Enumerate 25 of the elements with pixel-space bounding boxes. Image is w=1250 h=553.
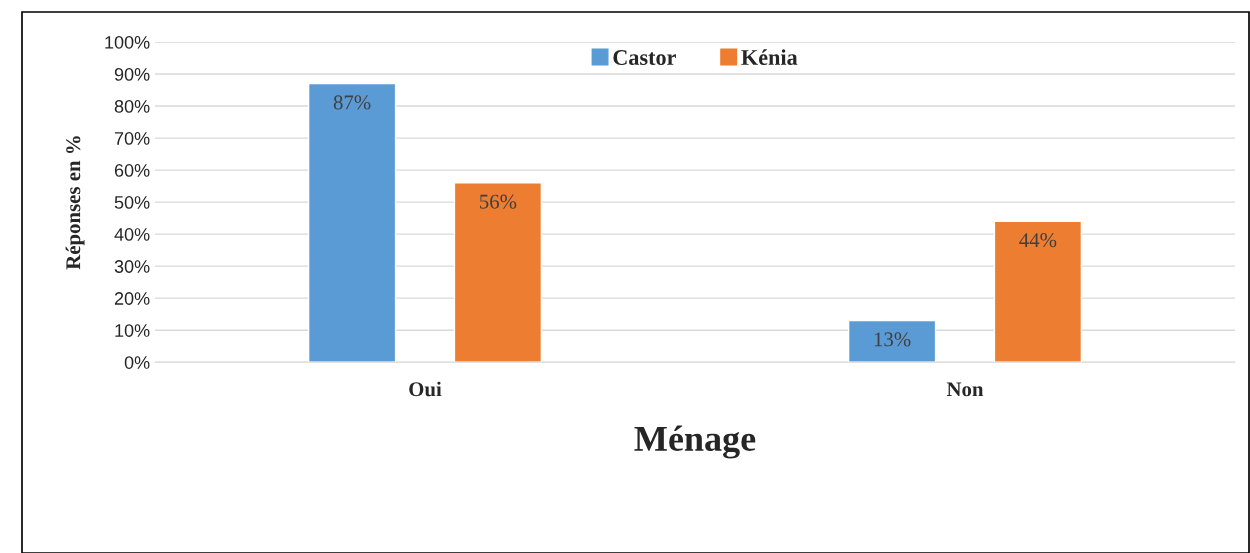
x-axis-title: Ménage: [634, 425, 756, 459]
data-label: 13%: [874, 332, 911, 347]
y-tick-label: 70%: [114, 132, 150, 145]
data-label: 56%: [480, 194, 517, 209]
bar: [453, 182, 543, 363]
bar: [993, 220, 1083, 363]
bar: [847, 319, 937, 363]
y-tick-label: 100%: [105, 35, 150, 49]
data-label: 87%: [333, 95, 371, 110]
data-label: 44%: [1019, 233, 1057, 248]
y-tick-label: 50%: [114, 196, 150, 209]
y-tick-label: 20%: [114, 292, 150, 305]
y-tick-label: 90%: [114, 67, 150, 81]
y-tick-label: 0%: [124, 356, 150, 369]
y-tick-label: 10%: [115, 324, 150, 337]
legend-label: Castor: [613, 50, 676, 65]
y-tick-label: 30%: [114, 260, 150, 273]
x-tick-label: Oui: [409, 381, 442, 397]
x-tick-label: Non: [946, 382, 984, 397]
y-axis-title: Réponses en %: [65, 136, 85, 270]
y-tick-label: 60%: [114, 164, 150, 177]
y-tick-label: 40%: [114, 228, 150, 241]
legend-label: Kénia: [741, 49, 798, 65]
bar: [307, 82, 397, 363]
y-tick-label: 80%: [114, 100, 150, 113]
